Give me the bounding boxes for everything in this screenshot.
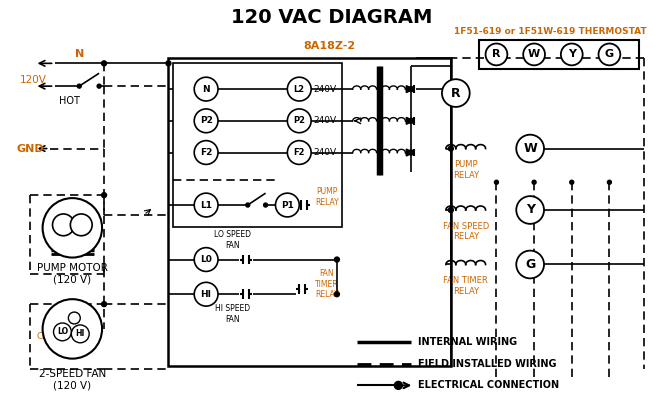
Circle shape <box>194 109 218 133</box>
Circle shape <box>70 214 92 236</box>
Text: FAN SPEED
RELAY: FAN SPEED RELAY <box>443 222 489 241</box>
Text: HI SPEED
FAN: HI SPEED FAN <box>215 304 251 323</box>
Text: W: W <box>528 49 540 59</box>
Circle shape <box>494 180 498 184</box>
Circle shape <box>409 150 413 155</box>
Circle shape <box>517 134 544 163</box>
Text: 8A18Z-2: 8A18Z-2 <box>304 41 356 52</box>
Text: 120V: 120V <box>220 148 243 157</box>
Circle shape <box>43 198 102 258</box>
Text: F2: F2 <box>293 148 305 157</box>
Text: L1: L1 <box>200 201 212 210</box>
Text: 120V: 120V <box>220 85 243 93</box>
Circle shape <box>395 381 402 389</box>
Circle shape <box>194 141 218 164</box>
Text: P2: P2 <box>293 116 306 125</box>
Polygon shape <box>406 85 413 93</box>
Text: G: G <box>525 258 535 271</box>
Text: N: N <box>202 85 210 93</box>
Circle shape <box>102 302 107 307</box>
Text: HOT: HOT <box>59 96 80 106</box>
Circle shape <box>287 109 311 133</box>
Circle shape <box>263 203 267 207</box>
Circle shape <box>561 44 583 65</box>
Circle shape <box>246 203 250 207</box>
Circle shape <box>102 61 107 66</box>
Circle shape <box>52 214 74 236</box>
Text: FIELD INSTALLED WIRING: FIELD INSTALLED WIRING <box>418 359 557 369</box>
Polygon shape <box>406 117 413 124</box>
Circle shape <box>43 299 102 359</box>
Bar <box>168 58 451 365</box>
Text: R: R <box>451 87 461 100</box>
Text: FAN TIMER
RELAY: FAN TIMER RELAY <box>444 277 488 296</box>
Circle shape <box>102 193 107 198</box>
Text: W: W <box>523 142 537 155</box>
Text: 120 VAC DIAGRAM: 120 VAC DIAGRAM <box>231 8 433 27</box>
Circle shape <box>409 118 413 123</box>
Text: 120V: 120V <box>220 116 243 125</box>
Circle shape <box>570 180 574 184</box>
Circle shape <box>287 77 311 101</box>
Circle shape <box>409 87 413 92</box>
Circle shape <box>71 325 89 343</box>
Circle shape <box>275 193 299 217</box>
Text: L2: L2 <box>293 85 305 93</box>
Text: 120V: 120V <box>20 75 47 85</box>
Text: INTERNAL WIRING: INTERNAL WIRING <box>418 337 517 347</box>
Text: 240V: 240V <box>313 85 336 93</box>
Text: P2: P2 <box>200 116 212 125</box>
Circle shape <box>448 146 454 151</box>
Text: LO: LO <box>57 327 68 336</box>
Text: Y: Y <box>567 49 576 59</box>
Text: FAN
TIMER
RELAY: FAN TIMER RELAY <box>315 269 339 299</box>
Text: F2: F2 <box>200 148 212 157</box>
Text: COM: COM <box>36 332 58 341</box>
Circle shape <box>334 292 340 297</box>
Text: Y: Y <box>526 204 535 217</box>
Circle shape <box>486 44 507 65</box>
Text: ELECTRICAL CONNECTION: ELECTRICAL CONNECTION <box>418 380 559 391</box>
Text: PUMP
RELAY: PUMP RELAY <box>453 160 479 180</box>
Text: L0: L0 <box>200 255 212 264</box>
Circle shape <box>608 180 612 184</box>
Text: PUMP
RELAY: PUMP RELAY <box>315 187 339 207</box>
Text: 240V: 240V <box>313 148 336 157</box>
Text: HI: HI <box>200 290 212 299</box>
Text: 1F51-619 or 1F51W-619 THERMOSTAT: 1F51-619 or 1F51W-619 THERMOSTAT <box>454 27 647 36</box>
Bar <box>478 39 639 69</box>
Circle shape <box>194 77 218 101</box>
Circle shape <box>194 282 218 306</box>
Circle shape <box>54 323 71 341</box>
Text: P1: P1 <box>281 201 294 210</box>
Bar <box>174 63 342 227</box>
Circle shape <box>523 44 545 65</box>
Text: PUMP MOTOR
(120 V): PUMP MOTOR (120 V) <box>37 263 108 284</box>
Circle shape <box>166 61 171 66</box>
Circle shape <box>77 84 81 88</box>
Circle shape <box>517 196 544 224</box>
Circle shape <box>334 257 340 262</box>
Circle shape <box>448 207 454 212</box>
Text: N: N <box>74 49 84 59</box>
Circle shape <box>517 251 544 278</box>
Circle shape <box>442 79 470 107</box>
Circle shape <box>194 193 218 217</box>
Circle shape <box>287 141 311 164</box>
Text: HI: HI <box>76 329 85 339</box>
Text: GND: GND <box>17 144 44 153</box>
Circle shape <box>97 84 101 88</box>
Circle shape <box>68 312 80 324</box>
Circle shape <box>598 44 620 65</box>
Text: G: G <box>605 49 614 59</box>
Text: LO SPEED
FAN: LO SPEED FAN <box>214 230 251 250</box>
Text: 2-SPEED FAN
(120 V): 2-SPEED FAN (120 V) <box>39 369 106 390</box>
Circle shape <box>194 248 218 272</box>
Text: R: R <box>492 49 500 59</box>
Polygon shape <box>406 149 413 156</box>
Text: 240V: 240V <box>313 116 336 125</box>
Circle shape <box>532 180 536 184</box>
